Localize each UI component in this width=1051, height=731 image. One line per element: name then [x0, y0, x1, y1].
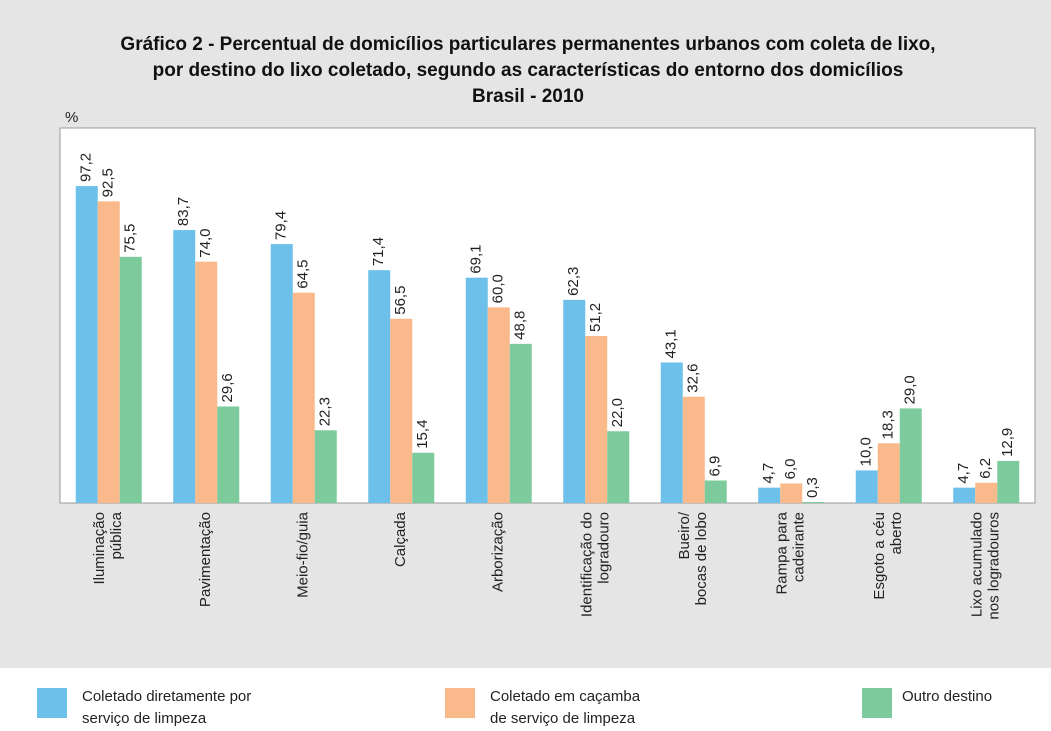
bar — [660, 362, 683, 503]
bar — [75, 186, 98, 504]
x-tick-label: Arborização — [490, 512, 507, 592]
bar — [217, 406, 240, 503]
data-label: 71,4 — [370, 237, 387, 266]
legend-label: Outro destino — [902, 688, 992, 705]
chart-title: Brasil - 2010 — [472, 86, 584, 107]
data-label: 15,4 — [414, 420, 431, 449]
x-tick-label: Esgoto a céu — [871, 512, 888, 600]
data-label: 43,1 — [663, 329, 680, 358]
x-tick-label: Calçada — [392, 511, 409, 567]
x-tick-label: logradouro — [596, 512, 613, 584]
x-tick-label: bocas de lobo — [693, 512, 710, 605]
x-tick-label: nos logradouros — [986, 512, 1003, 620]
x-tick-label: pública — [108, 511, 125, 559]
x-tick-label: Rampa para — [774, 511, 791, 594]
bar — [314, 430, 337, 503]
bar — [997, 460, 1020, 503]
x-tick-label: Lixo acumulado — [969, 512, 986, 617]
bar — [368, 270, 391, 503]
x-tick-label: Pavimentação — [197, 512, 214, 607]
legend-label: Coletado diretamente por — [82, 688, 251, 705]
data-label: 4,7 — [760, 463, 777, 484]
legend-swatch — [862, 688, 892, 718]
data-label: 79,4 — [273, 211, 290, 240]
data-label: 6,0 — [782, 459, 799, 480]
data-label: 92,5 — [100, 168, 117, 197]
data-label: 22,0 — [609, 398, 626, 427]
data-label: 29,6 — [219, 373, 236, 402]
legend-label: serviço de limpeza — [82, 710, 207, 727]
data-label: 60,0 — [490, 274, 507, 303]
bar — [877, 443, 900, 503]
bar — [802, 502, 825, 503]
bar — [487, 307, 510, 503]
data-label: 56,5 — [392, 286, 409, 315]
x-tick-label: aberto — [888, 512, 905, 555]
legend-swatch — [445, 688, 475, 718]
legend-label: Coletado em caçamba — [490, 688, 641, 705]
bar — [412, 452, 435, 503]
x-tick-label: Identificação do — [579, 512, 596, 617]
data-label: 10,0 — [858, 437, 875, 466]
data-label: 83,7 — [175, 197, 192, 226]
legend-swatch — [37, 688, 67, 718]
bar — [270, 244, 293, 503]
data-label: 12,9 — [999, 428, 1016, 457]
bar — [509, 343, 532, 503]
data-label: 6,9 — [707, 456, 724, 477]
data-label: 48,8 — [512, 311, 529, 340]
data-label: 29,0 — [902, 375, 919, 404]
bar — [585, 336, 608, 503]
bar — [195, 261, 218, 503]
x-tick-label: Meio-fio/guia — [295, 511, 312, 598]
bar — [758, 487, 781, 503]
bar — [975, 482, 998, 503]
x-tick-label: Bueiro/ — [676, 511, 693, 559]
bar — [607, 431, 630, 503]
data-label: 32,6 — [685, 363, 702, 392]
bar — [953, 487, 976, 503]
data-label: 4,7 — [955, 463, 972, 484]
bar — [173, 230, 196, 503]
data-label: 22,3 — [317, 397, 334, 426]
data-label: 75,5 — [122, 224, 139, 253]
chart-title: Gráfico 2 - Percentual de domicílios par… — [120, 34, 935, 55]
data-label: 6,2 — [977, 458, 994, 479]
bar — [390, 318, 413, 503]
bar — [119, 256, 142, 503]
bar — [899, 408, 922, 503]
data-label: 64,5 — [295, 259, 312, 288]
bar — [292, 292, 315, 503]
x-tick-label: cadeirante — [791, 512, 808, 582]
bar — [704, 480, 727, 503]
bar — [682, 396, 705, 503]
data-label: 0,3 — [804, 477, 821, 498]
bar — [465, 277, 488, 503]
data-label: 69,1 — [468, 244, 485, 273]
y-axis-label: % — [65, 109, 78, 126]
bar — [855, 470, 878, 503]
data-label: 18,3 — [880, 410, 897, 439]
bar — [97, 201, 120, 503]
data-label: 62,3 — [565, 267, 582, 296]
data-label: 97,2 — [78, 153, 95, 182]
bar — [780, 483, 803, 503]
x-tick-label: Iluminação — [91, 512, 108, 585]
bar — [563, 299, 586, 503]
data-label: 51,2 — [587, 303, 604, 332]
chart-title: por destino do lixo coletado, segundo as… — [153, 60, 904, 81]
legend-label: de serviço de limpeza — [490, 710, 636, 727]
data-label: 74,0 — [197, 228, 214, 257]
